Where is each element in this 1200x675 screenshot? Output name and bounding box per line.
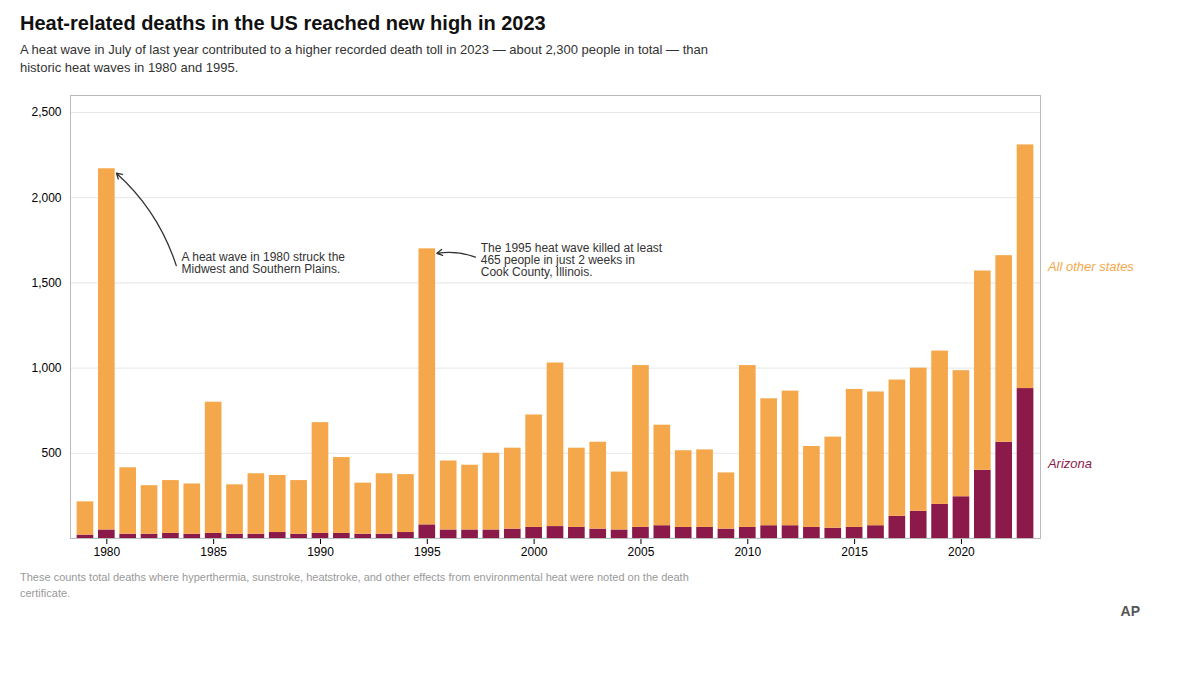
svg-text:500: 500 [41,447,61,461]
svg-text:1980: 1980 [93,545,120,559]
svg-text:1990: 1990 [307,545,334,559]
html-text:AP: AP [1120,603,1140,620]
html-text:These counts total deaths wher: These counts total deaths where hyperthe… [20,571,689,599]
svg-text:2020: 2020 [948,545,975,559]
svg-text:1985: 1985 [200,545,227,559]
svg-text:1995: 1995 [414,545,441,559]
svg-text:2,000: 2,000 [31,191,61,205]
html-text:A heat wave in July of last ye: A heat wave in July of last year contrib… [20,42,708,76]
svg-text:2005: 2005 [628,545,655,559]
svg-text:2000: 2000 [521,545,548,559]
svg-text:All other states: All other states [1047,259,1134,274]
svg-text:1,500: 1,500 [31,276,61,290]
svg-text:2,500: 2,500 [31,106,61,120]
svg-text:A heat wave in 1980 struck the: A heat wave in 1980 struck theMidwest an… [182,250,346,276]
svg-text:The 1995 heat wave killed at l: The 1995 heat wave killed at least465 pe… [481,242,663,280]
svg-text:2010: 2010 [734,545,761,559]
svg-text:1,000: 1,000 [31,361,61,375]
svg-text:Arizona: Arizona [1047,456,1092,471]
svg-text:2015: 2015 [841,545,868,559]
html-text:Heat-related deaths in the US: Heat-related deaths in the US reached ne… [20,12,546,34]
